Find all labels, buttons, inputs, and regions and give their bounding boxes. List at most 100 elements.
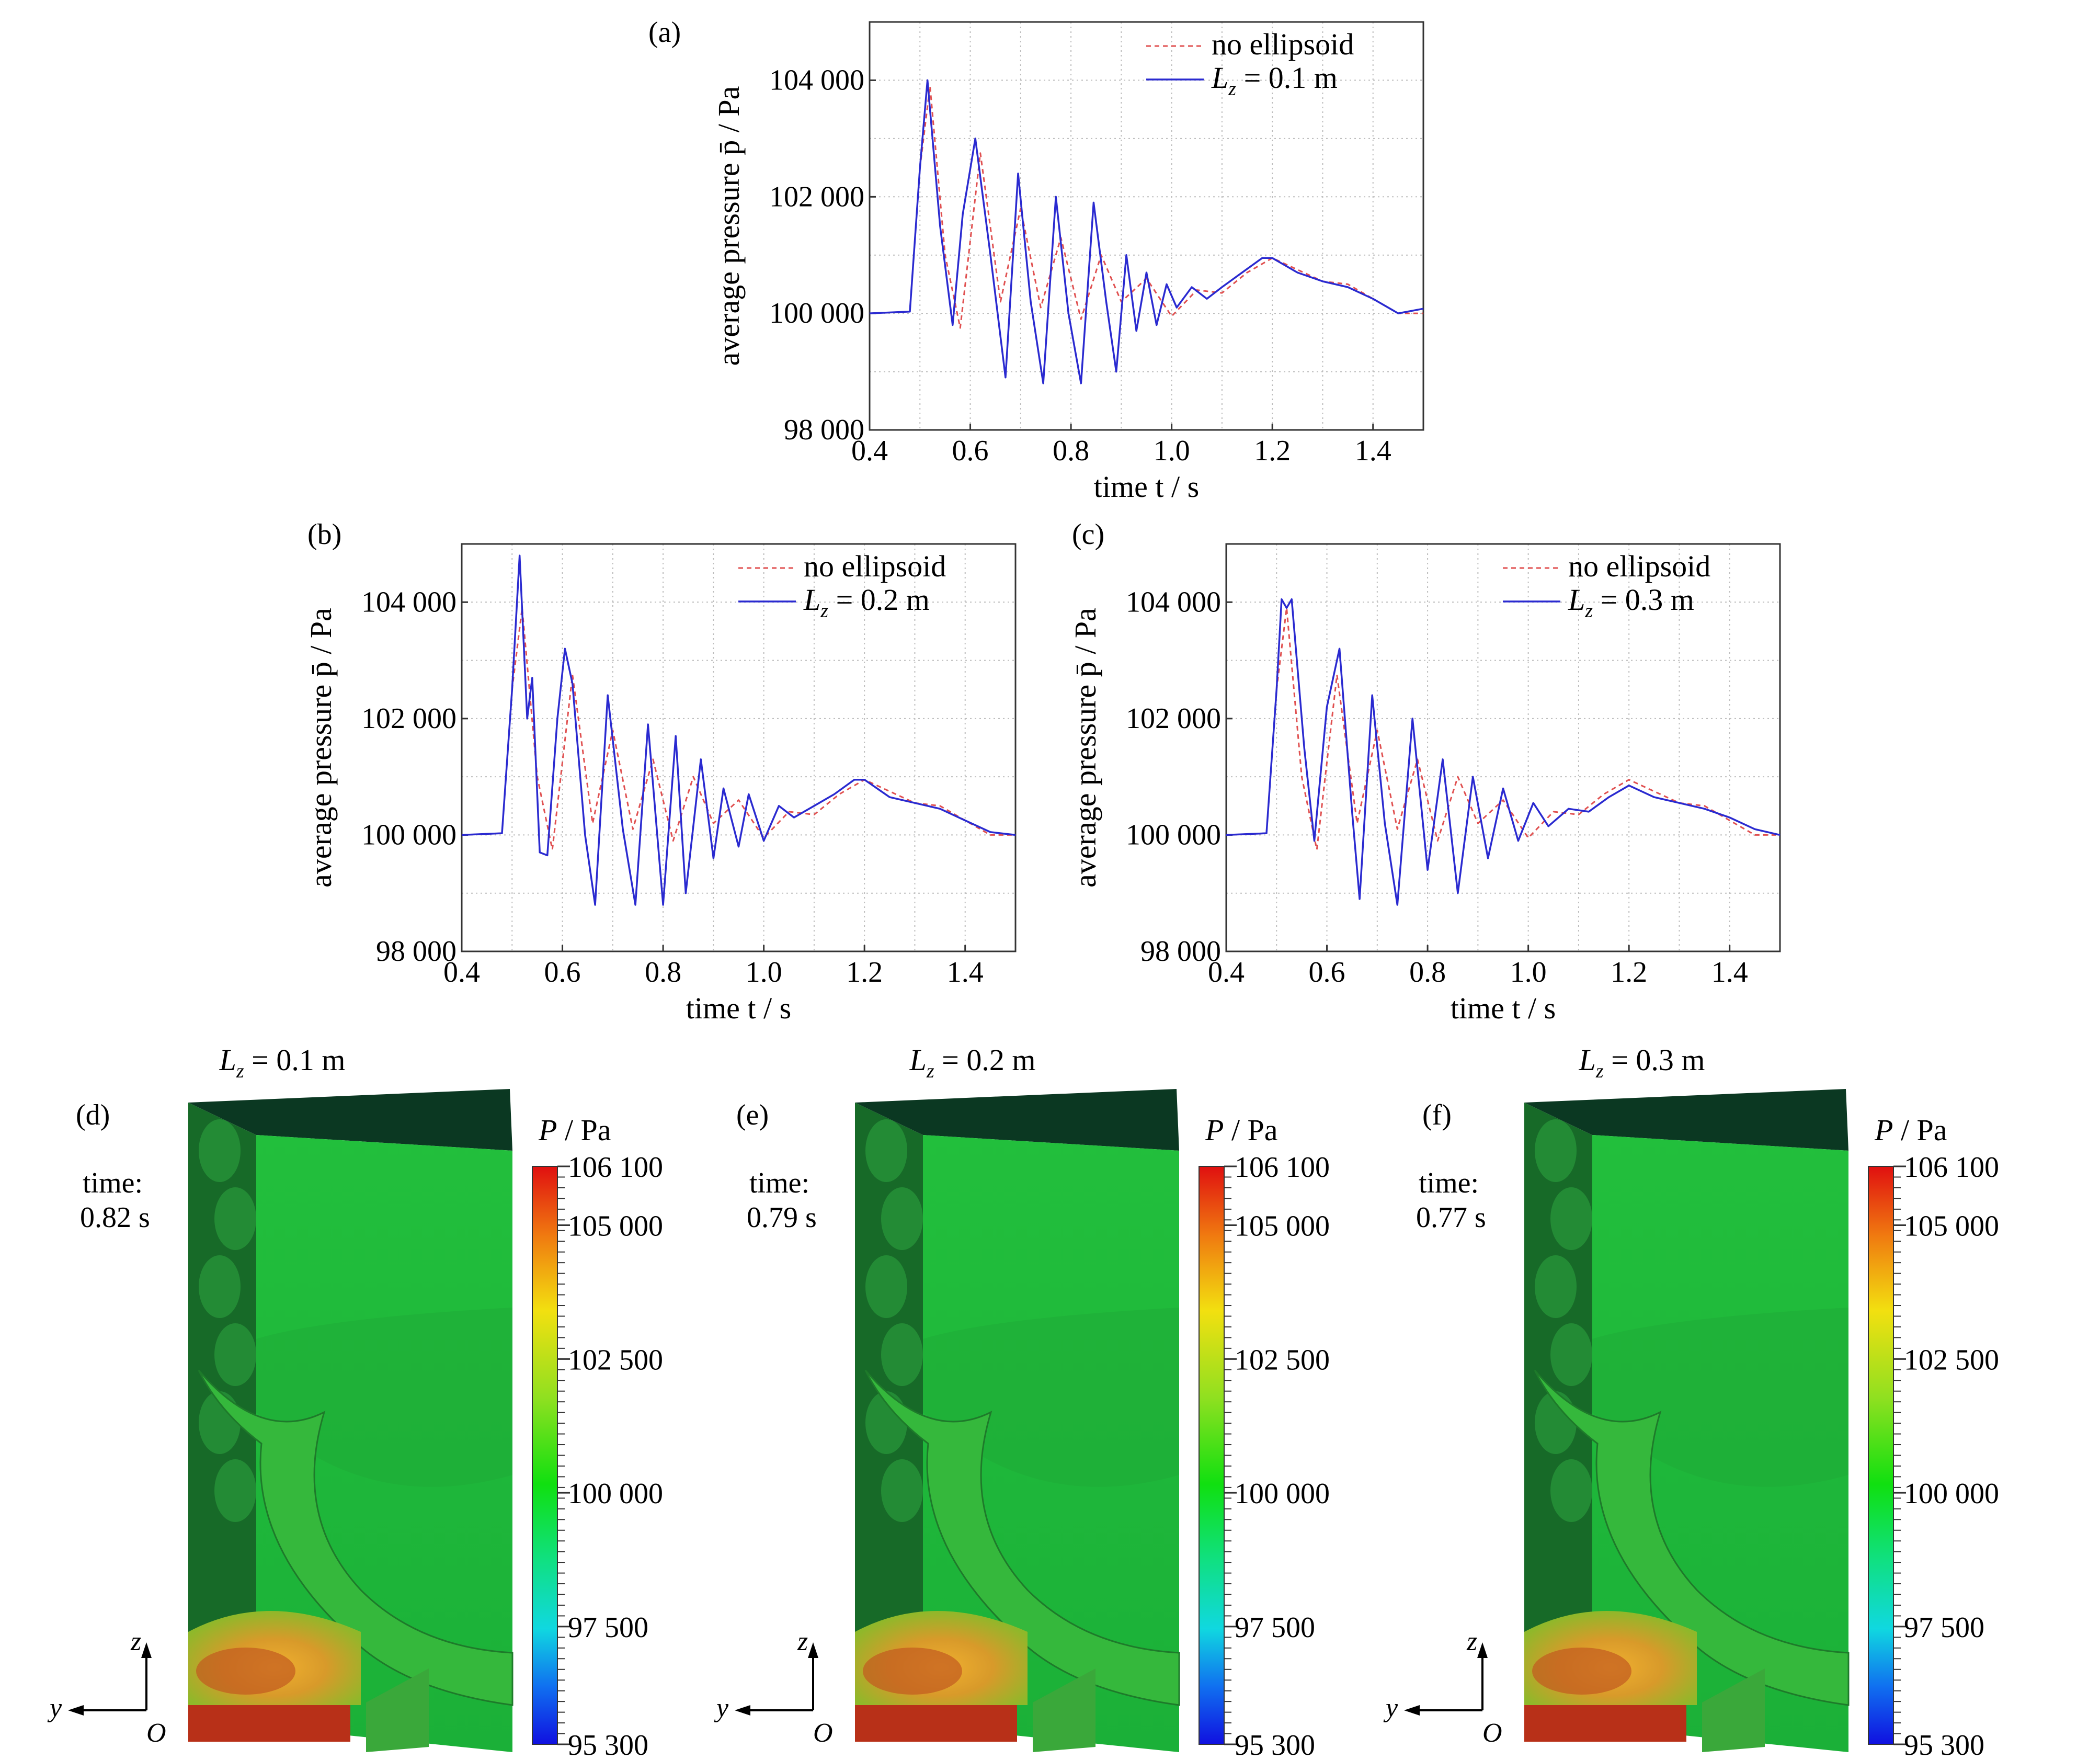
- x-tick-label: 0.4: [851, 435, 888, 467]
- side-wave-blob: [881, 1187, 923, 1250]
- title-lz-subscript: z: [1595, 1060, 1604, 1082]
- plot-frame: [461, 543, 1017, 952]
- y-axis-label: average pressure p̄ / Pa: [712, 86, 746, 366]
- front-shade-region: [923, 1308, 1179, 1487]
- chart-grid: [870, 22, 1423, 430]
- legend-label-lz: Lz = 0.2 m: [803, 583, 930, 622]
- colorbar-tick-label: 102 500: [1904, 1344, 1999, 1376]
- step-block: [1033, 1668, 1095, 1752]
- box-top-face: [1524, 1089, 1848, 1151]
- wave-sheet: [198, 1370, 513, 1706]
- contour-title: Lz = 0.1 m: [219, 1043, 346, 1082]
- y-axis-label: average pressure p̄ / Pa: [1068, 608, 1102, 888]
- legend-lz-value: = 0.3 m: [1593, 583, 1694, 617]
- x-tick-label: 1.2: [1611, 956, 1647, 989]
- colorbar-tick-label: 95 300: [1235, 1729, 1315, 1760]
- y-tick-label: 98 000: [376, 935, 456, 968]
- box-top-face: [855, 1089, 1179, 1151]
- base-block: [855, 1705, 1017, 1742]
- panel-label: (d): [76, 1099, 110, 1131]
- y-axis-label: average pressure p̄ / Pa: [304, 608, 338, 888]
- front-shade-region: [1592, 1308, 1848, 1487]
- y-tick-label: 98 000: [784, 414, 864, 446]
- side-wave-blob: [881, 1323, 923, 1386]
- title-lz-value: = 0.3 m: [1604, 1043, 1705, 1077]
- contour-panel-d: Lz = 0.1 m (d) time:0.82 s z y O P / Pa 106 100…: [47, 1043, 663, 1760]
- z-arrow-head: [1477, 1642, 1488, 1658]
- title-lz-symbol: L: [1579, 1043, 1596, 1077]
- y-axis-label: y: [714, 1693, 729, 1723]
- time-label: time:: [749, 1167, 809, 1199]
- side-wave-blob: [1535, 1255, 1577, 1318]
- side-wave-blob: [199, 1255, 241, 1318]
- x-tick-label: 1.0: [746, 956, 782, 989]
- colorbar-tick-label: 100 000: [1904, 1478, 1999, 1510]
- wave-sheet: [1534, 1370, 1850, 1706]
- colorbar-tick-label: 106 100: [568, 1151, 663, 1184]
- chart-panel-b: 0.4 0.6 0.8 1.0 1.2 1.4 98 000 100 000 102 000 10…: [304, 518, 1017, 1025]
- side-wave-blob: [1550, 1459, 1592, 1522]
- colorbar-title-unit: / Pa: [1893, 1113, 1947, 1147]
- side-wave-blob: [214, 1323, 256, 1386]
- legend-label-no-ellipsoid: no ellipsoid: [1212, 27, 1354, 61]
- legend-lz-value: = 0.2 m: [828, 583, 930, 617]
- x-tick-label: 0.8: [1053, 435, 1089, 467]
- panel-label: (c): [1072, 518, 1104, 551]
- x-tick-label: 1.4: [1355, 435, 1391, 467]
- title-lz-value: = 0.1 m: [244, 1043, 346, 1077]
- y-axis-label: y: [1383, 1693, 1398, 1723]
- colorbar-tick-label: 100 000: [568, 1478, 663, 1510]
- colorbar-title-symbol: P: [1874, 1113, 1893, 1147]
- y-tick-label: 100 000: [361, 819, 456, 851]
- y-tick-label: 100 000: [1126, 819, 1221, 851]
- side-wave-blob: [199, 1119, 241, 1182]
- legend-label-lz: Lz = 0.3 m: [1568, 583, 1694, 622]
- chart-grid: [1226, 544, 1780, 951]
- x-tick-label: 1.0: [1510, 956, 1547, 989]
- contour-title: Lz = 0.2 m: [909, 1043, 1036, 1082]
- side-wave-blob: [865, 1255, 907, 1318]
- side-wave-blob: [881, 1459, 923, 1522]
- origin-label: O: [1482, 1718, 1502, 1748]
- legend-lz-value: = 0.1 m: [1236, 61, 1338, 95]
- ellipsoid-hotspot: [863, 1648, 962, 1695]
- panel-label: (f): [1422, 1099, 1452, 1131]
- colorbar: [1199, 1166, 1225, 1745]
- contour-title: Lz = 0.3 m: [1579, 1043, 1705, 1082]
- base-block: [188, 1705, 350, 1742]
- time-value: 0.82 s: [80, 1201, 150, 1234]
- x-tick-label: 1.2: [1254, 435, 1291, 467]
- colorbar-tick-label: 95 300: [568, 1729, 648, 1760]
- panel-label: (e): [736, 1099, 769, 1131]
- series-line-ellipsoid: [1226, 598, 1781, 906]
- colorbar-title: P / Pa: [538, 1113, 611, 1147]
- colorbar-title-unit: / Pa: [557, 1113, 611, 1147]
- panel-label: (b): [307, 518, 341, 551]
- y-tick-label: 102 000: [769, 180, 864, 213]
- contour-panel-f: Lz = 0.3 m (f) time:0.77 s z y O P / Pa 106 100…: [1383, 1043, 1999, 1760]
- title-lz-symbol: L: [909, 1043, 927, 1077]
- side-wave-blob: [214, 1459, 256, 1522]
- plot-frame: [1225, 543, 1781, 952]
- x-tick-label: 1.2: [846, 956, 883, 989]
- y-tick-label: 100 000: [769, 297, 864, 330]
- side-wave-blob: [1550, 1323, 1592, 1386]
- chart-panel-c: 0.4 0.6 0.8 1.0 1.2 1.4 98 000 100 000 102 000 10…: [1068, 518, 1781, 1025]
- base-block: [1524, 1705, 1686, 1742]
- x-axis-label: time t / s: [686, 991, 791, 1025]
- legend-lz-subscript: z: [820, 600, 828, 622]
- title-lz-subscript: z: [236, 1060, 244, 1082]
- x-axis-label: time t / s: [1094, 470, 1199, 504]
- y-tick-label: 104 000: [361, 586, 456, 618]
- panel-label: (a): [648, 16, 681, 49]
- title-lz-symbol: L: [219, 1043, 236, 1077]
- y-tick-label: 104 000: [1126, 586, 1221, 618]
- time-label: time:: [1419, 1167, 1479, 1199]
- y-arrow-head: [68, 1705, 84, 1716]
- colorbar-tick-label: 97 500: [1235, 1611, 1315, 1644]
- colorbar: [1868, 1166, 1894, 1745]
- series-line-ellipsoid: [461, 554, 1016, 906]
- legend-lz-subscript: z: [1584, 600, 1593, 622]
- y-tick-label: 102 000: [1126, 702, 1221, 735]
